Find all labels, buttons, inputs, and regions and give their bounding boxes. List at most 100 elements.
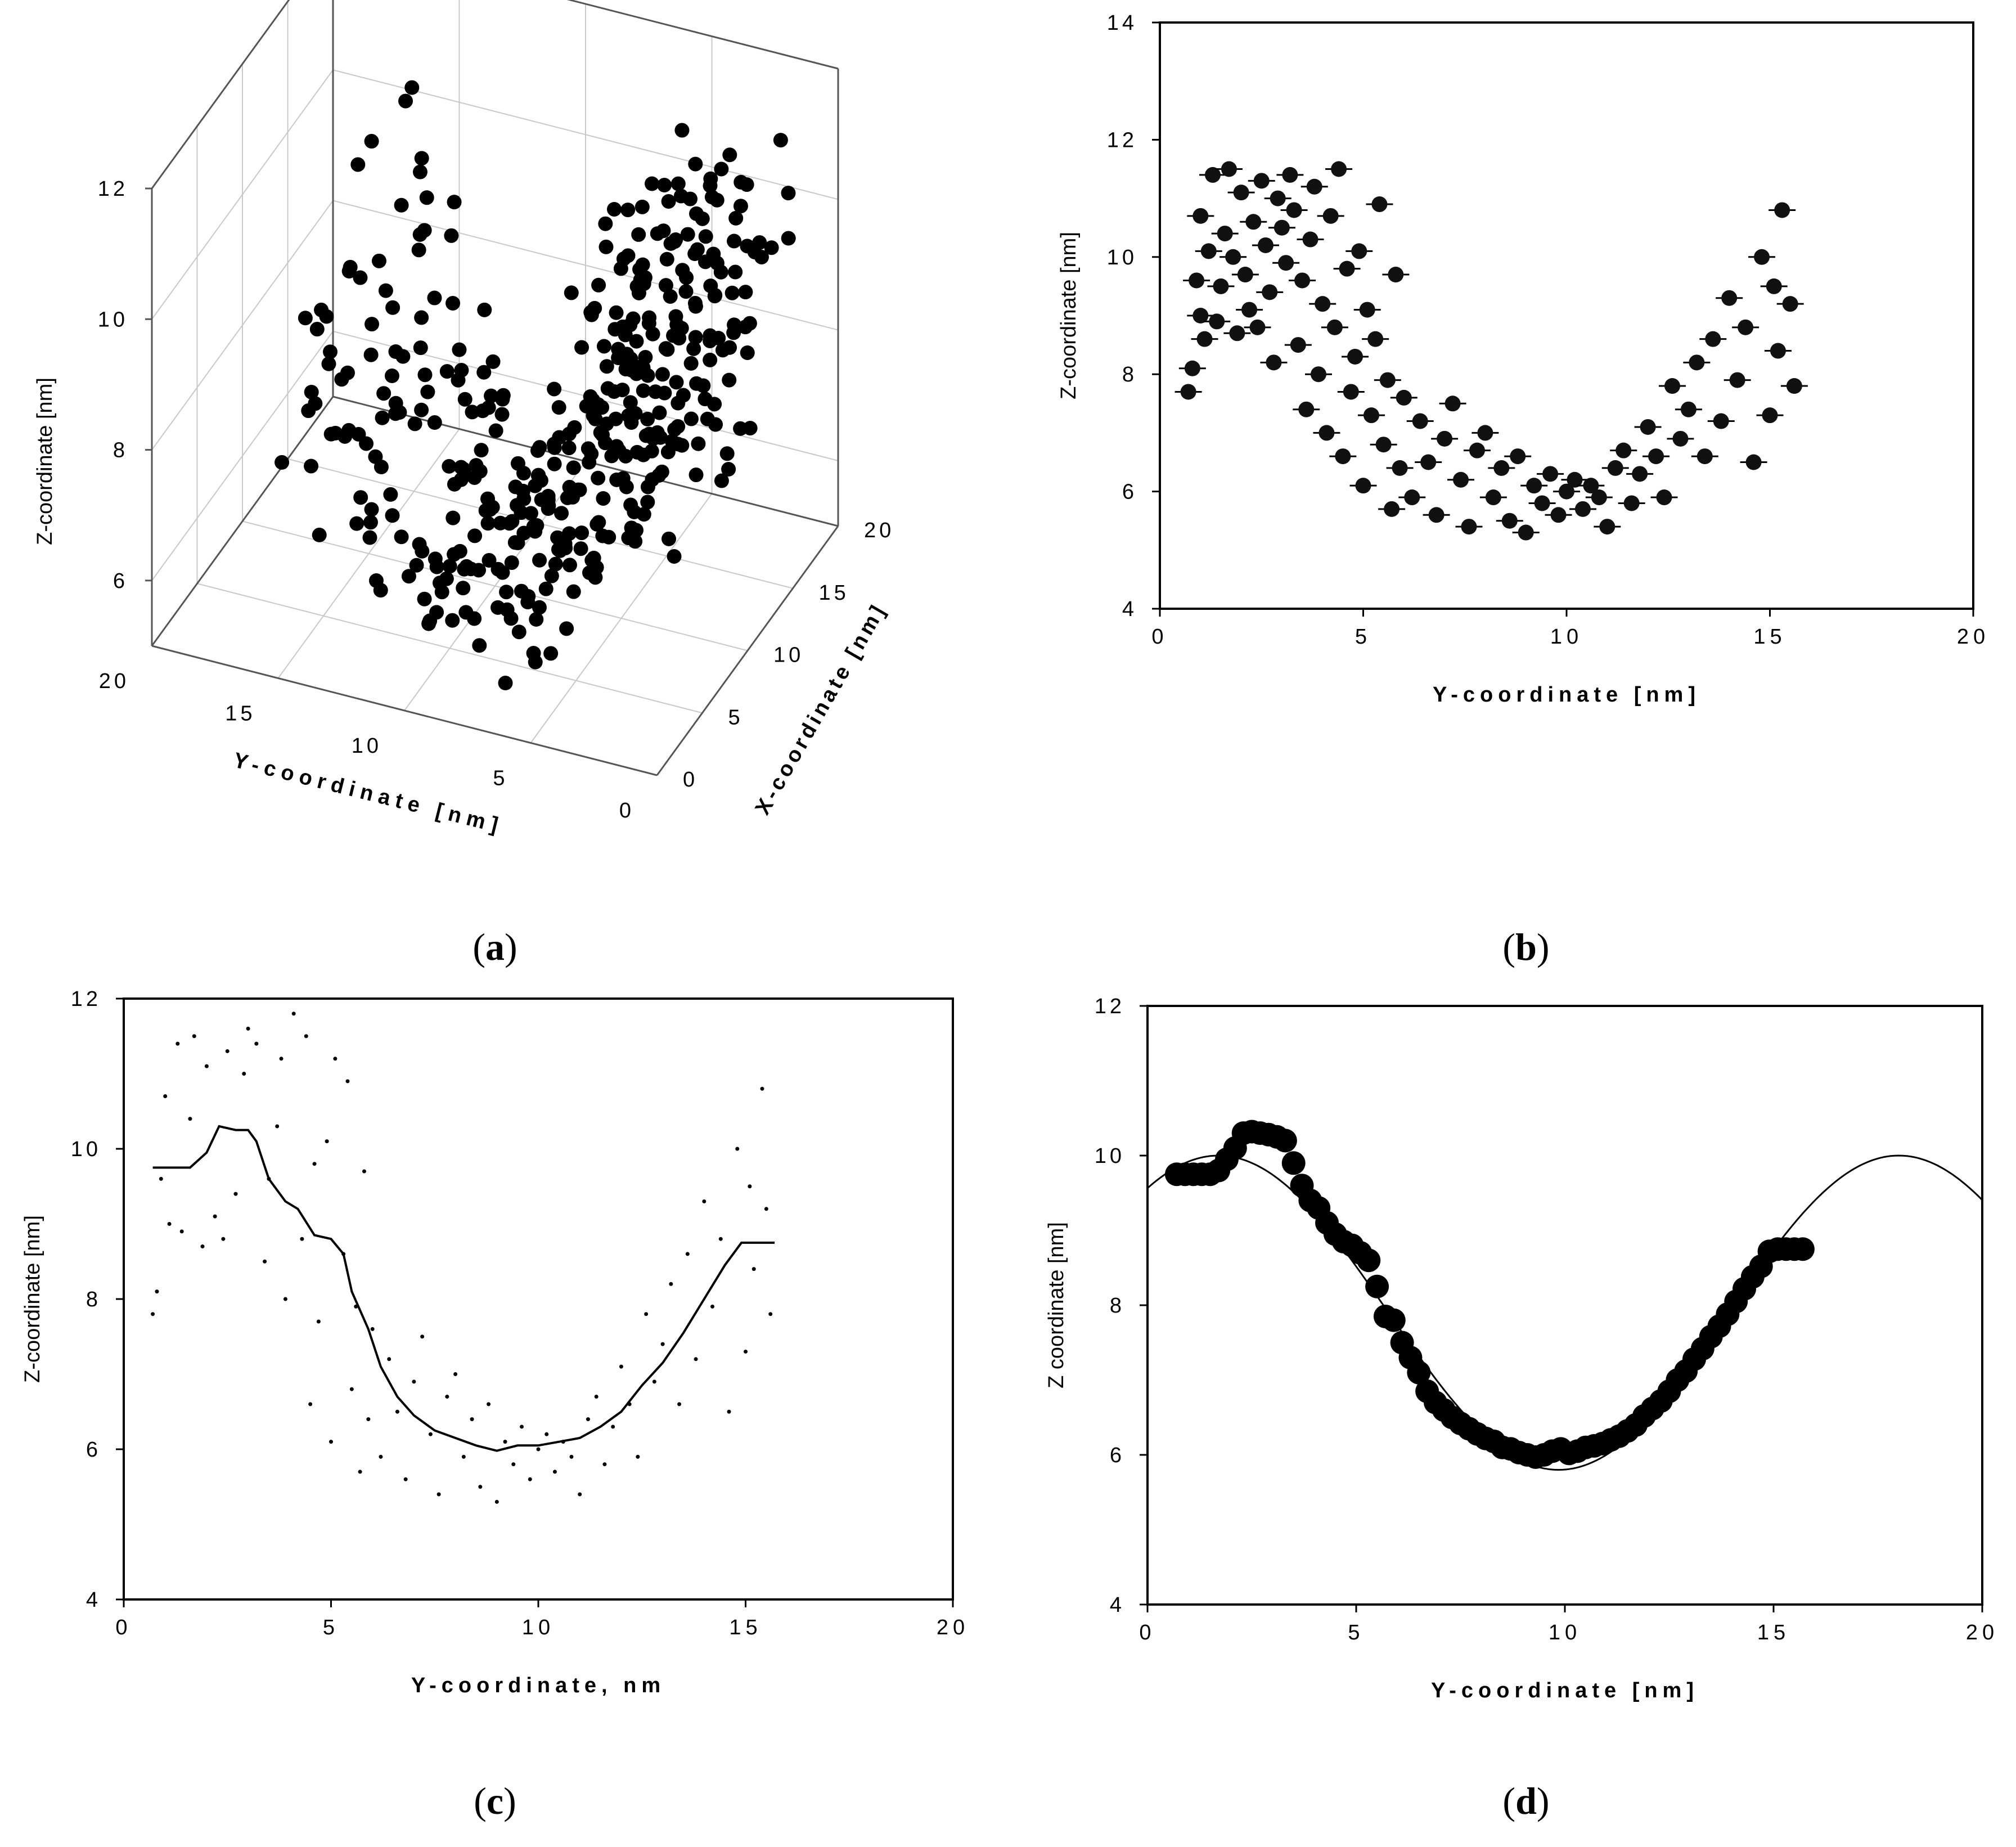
data-point — [457, 392, 472, 407]
data-point — [559, 621, 574, 636]
data-point — [447, 477, 462, 492]
data-point — [1607, 460, 1623, 476]
data-point — [532, 552, 547, 568]
data-point — [446, 510, 461, 525]
data-dot — [263, 1259, 267, 1264]
data-point — [532, 600, 547, 615]
data-dot — [652, 1379, 656, 1384]
data-dot — [470, 1417, 474, 1422]
data-point — [640, 411, 655, 426]
data-point — [1335, 448, 1351, 465]
data-point — [407, 416, 422, 432]
data-point — [1477, 425, 1493, 441]
data-point — [507, 535, 523, 550]
data-dot — [412, 1379, 416, 1384]
data-point — [636, 383, 651, 398]
data-point — [574, 525, 590, 541]
data-point — [516, 465, 531, 480]
data-point — [414, 151, 429, 166]
data-dot — [768, 1312, 773, 1316]
data-point — [538, 581, 554, 596]
data-dot — [163, 1094, 168, 1099]
data-point — [1420, 454, 1437, 470]
grid-line — [151, 331, 334, 581]
data-point — [1282, 167, 1298, 183]
data-point — [703, 352, 718, 367]
data-point — [499, 585, 514, 600]
data-point — [667, 549, 682, 564]
data-point — [1273, 1129, 1297, 1153]
data-dot — [176, 1041, 180, 1046]
data-point — [427, 415, 442, 430]
data-point — [439, 364, 454, 379]
data-point — [596, 339, 611, 354]
data-dot — [569, 1454, 574, 1459]
data-point — [624, 415, 639, 430]
data-point — [340, 365, 355, 380]
z-tick-label: 6 — [113, 569, 128, 593]
data-point — [688, 468, 704, 483]
data-dot — [487, 1402, 491, 1406]
data-point — [384, 368, 399, 384]
data-point — [595, 528, 610, 543]
data-point — [349, 516, 364, 531]
x-tick-label: 15 — [729, 1616, 762, 1639]
data-point — [1315, 296, 1331, 312]
data-point — [364, 134, 379, 149]
data-point — [1754, 249, 1770, 265]
data-point — [629, 334, 644, 349]
data-point — [493, 515, 508, 531]
data-point — [609, 305, 624, 320]
data-point — [488, 423, 503, 438]
data-point — [1510, 448, 1526, 465]
data-point — [1331, 161, 1347, 177]
data-point — [703, 278, 718, 294]
data-point — [611, 350, 626, 365]
data-point — [1302, 231, 1318, 248]
data-point — [1278, 255, 1294, 271]
y-tick-label: 10 — [71, 1138, 101, 1161]
data-point — [551, 400, 566, 415]
y-tick-label: 14 — [1107, 11, 1137, 35]
data-point — [456, 581, 471, 596]
data-point — [1241, 302, 1258, 318]
data-point — [274, 455, 290, 470]
data-point — [304, 459, 319, 474]
data-point — [1648, 448, 1664, 465]
plot-frame — [1159, 21, 1974, 610]
data-dot — [718, 1237, 723, 1241]
data-point — [457, 561, 472, 577]
data-point — [309, 322, 325, 337]
data-point — [394, 197, 409, 213]
data-point — [1461, 519, 1477, 535]
data-dot — [669, 1282, 673, 1286]
data-point — [469, 458, 484, 473]
data-point — [480, 516, 496, 531]
x-tick-label: 15 — [819, 581, 849, 605]
data-point — [1298, 401, 1315, 417]
data-point — [657, 178, 672, 193]
data-point — [661, 194, 676, 209]
data-point — [1444, 396, 1461, 412]
data-dot — [254, 1041, 259, 1046]
data-point — [1262, 284, 1278, 300]
data-point — [662, 531, 677, 546]
x-tick-label: 20 — [1957, 625, 1990, 649]
x-tick-label: 20 — [1966, 1621, 1999, 1644]
data-point — [1249, 319, 1266, 335]
data-point — [1550, 507, 1567, 523]
data-point — [1567, 471, 1583, 488]
data-dot — [308, 1402, 313, 1406]
y-tick-label: 10 — [352, 734, 382, 758]
data-point — [566, 460, 581, 475]
data-point — [1209, 313, 1225, 330]
data-point — [1453, 471, 1469, 488]
data-point — [314, 302, 329, 317]
data-dot — [520, 1424, 524, 1429]
data-point — [1437, 430, 1453, 447]
data-point — [328, 425, 343, 441]
box-edge — [566, 0, 839, 70]
data-dot — [387, 1357, 392, 1361]
data-point — [376, 386, 392, 401]
data-point — [439, 571, 454, 586]
